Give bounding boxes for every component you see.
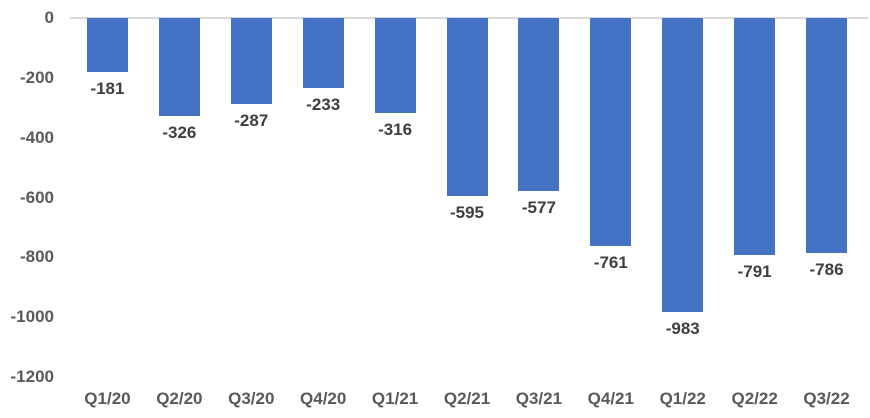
y-tick-label: -200 — [19, 67, 54, 87]
bar-value-label: -326 — [162, 122, 197, 142]
x-category-label: Q3/21 — [515, 389, 563, 408]
bar — [374, 18, 416, 113]
y-tick-label: -600 — [19, 187, 54, 207]
y-tick-label: -800 — [19, 247, 54, 267]
bar — [158, 18, 200, 116]
y-tick-label: -1200 — [10, 367, 54, 386]
bar-value-label: -233 — [306, 94, 341, 114]
bar-value-label: -791 — [737, 261, 772, 281]
bar — [590, 18, 632, 246]
bar-value-label: -181 — [90, 79, 125, 99]
x-category-label: Q1/20 — [84, 389, 131, 408]
x-category-label: Q2/22 — [731, 389, 778, 408]
bar — [230, 18, 272, 104]
bar — [446, 18, 488, 196]
bar-value-label: -983 — [665, 319, 700, 339]
x-category-label: Q2/20 — [156, 389, 203, 408]
x-category-label: Q1/22 — [659, 389, 706, 408]
x-category-label: Q1/21 — [371, 389, 419, 408]
bar-value-label: -595 — [449, 203, 485, 222]
x-category-label: Q4/21 — [587, 389, 634, 408]
bar-value-label: -287 — [234, 110, 269, 130]
bar — [734, 18, 776, 255]
y-tick-label: -400 — [19, 127, 54, 147]
bar — [86, 18, 128, 73]
x-category-label: Q4/20 — [300, 389, 347, 408]
bar — [662, 18, 704, 313]
y-tick-label: 0 — [44, 8, 54, 27]
bar-value-label: -761 — [593, 252, 628, 272]
bar-value-label: -316 — [378, 119, 413, 139]
bar — [518, 18, 560, 191]
x-category-label: Q3/20 — [228, 389, 275, 408]
x-category-label: Q2/21 — [443, 389, 491, 408]
bar — [806, 18, 848, 254]
x-category-label: Q3/22 — [803, 389, 850, 408]
y-tick-label: -1000 — [10, 307, 54, 327]
bar — [302, 18, 344, 88]
bar-value-label: -577 — [521, 197, 556, 217]
bar-value-label: -786 — [809, 260, 844, 280]
